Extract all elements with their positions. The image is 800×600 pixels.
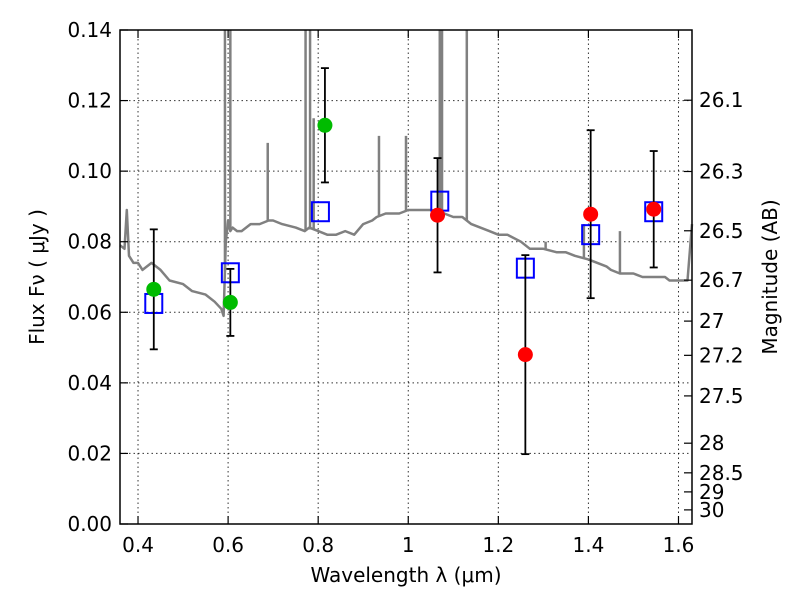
y-tick-label: 0.14	[67, 18, 112, 42]
y2-tick-label: 27.5	[699, 384, 744, 408]
grid	[120, 29, 692, 525]
observed-flux-green	[146, 281, 162, 297]
observed-flux-green	[317, 117, 333, 133]
x-tick-label: 1.2	[482, 533, 514, 557]
y-tick-label: 0.00	[67, 512, 112, 536]
x-axis-label: Wavelength λ (μm)	[310, 563, 501, 587]
y-tick-label: 0.04	[67, 371, 112, 395]
y2-tick-label: 27	[699, 309, 724, 333]
y-tick-label: 0.08	[67, 230, 112, 254]
x-axis-ticks: 0.4 0.6 0.8 1 1.2 1.4 1.6	[122, 30, 694, 557]
x-tick-label: 0.8	[302, 533, 334, 557]
y2-tick-label: 27.2	[699, 343, 744, 367]
y2-tick-label: 28	[699, 431, 724, 455]
y-tick-label: 0.12	[67, 89, 112, 113]
y2-tick-label: 26.7	[699, 268, 744, 292]
y2-axis-label: Magnitude (AB)	[758, 199, 782, 354]
spectrum-line	[119, 208, 694, 318]
y-tick-label: 0.10	[67, 159, 112, 183]
observed-flux-red	[517, 347, 533, 363]
model-spectrum	[119, 30, 694, 318]
observed-flux-red	[583, 206, 599, 222]
x-tick-label: 0.4	[122, 533, 154, 557]
y2-tick-label: 30	[699, 498, 724, 522]
observed-flux-green	[222, 294, 238, 310]
observed-flux-red	[646, 201, 662, 217]
y-axis-label: Flux Fν ( μJy )	[25, 209, 49, 345]
y2-tick-label: 26.5	[699, 219, 744, 243]
y-tick-label: 0.02	[67, 441, 112, 465]
y2-tick-label: 26.3	[699, 159, 744, 183]
y-axis-ticks: 0.00 0.02 0.04 0.06 0.08 0.10 0.12 0.14	[67, 18, 128, 536]
y2-tick-label: 29	[699, 480, 724, 504]
photometry-markers	[144, 67, 664, 456]
y-tick-label: 0.06	[67, 300, 112, 324]
x-tick-label: 0.6	[212, 533, 244, 557]
y2-tick-label: 26.1	[699, 88, 744, 112]
x-tick-label: 1	[402, 533, 415, 557]
x-tick-label: 1.6	[663, 533, 695, 557]
model-flux-square	[310, 201, 330, 223]
plot-frame	[119, 29, 693, 525]
x-tick-label: 1.4	[573, 533, 605, 557]
y2-tick-label: 28.5	[699, 461, 744, 485]
observed-flux-red	[430, 207, 446, 223]
